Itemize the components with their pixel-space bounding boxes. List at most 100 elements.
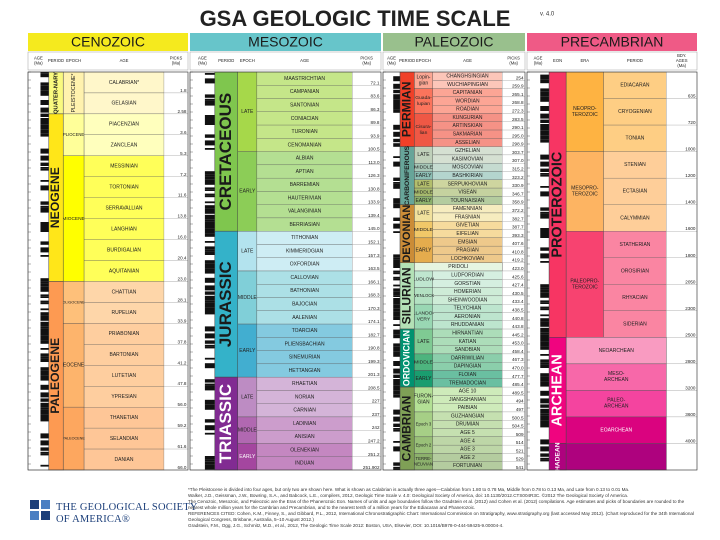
polarity-band (40, 85, 49, 91)
column-header: AGE (463, 58, 472, 63)
polarity-band (204, 221, 215, 225)
column-header-band (189, 51, 382, 71)
period-name: SILURIAN (399, 267, 413, 324)
age-pick: 509 (516, 432, 524, 437)
period-name: JURASSIC (216, 261, 235, 347)
polarity-band (393, 217, 401, 221)
polarity-band (40, 167, 49, 169)
age-name: SAKMARIAN (453, 132, 483, 138)
footnote: *The Pleistocene is divided into four ag… (188, 487, 630, 492)
age-pick: 393.3 (512, 233, 524, 238)
period-name: HADEAN (554, 442, 561, 471)
polarity-band (540, 129, 550, 131)
epoch-name: EARLY (239, 189, 256, 195)
age-pick: 433.4 (512, 299, 524, 304)
age-cell (603, 124, 667, 152)
age-name: OXFORDIAN (290, 262, 320, 268)
polarity-band (393, 291, 401, 296)
age-pick: 16.0 (178, 235, 187, 240)
age-cell (603, 98, 667, 126)
panel: PALEOZOIC AGE (Ma) PERIOD EPOCH AGE PICKS (Ma) C… (382, 33, 526, 471)
polarity-band (393, 124, 401, 130)
age-pick: 1400 (685, 200, 696, 205)
polarity-band (40, 155, 49, 161)
polarity-band (204, 285, 215, 291)
panel-header (190, 33, 381, 51)
polarity-band (540, 91, 550, 97)
column-header: EPOCH (240, 58, 255, 63)
footnote: Gradstein, F.M., Ogg, J.G., Schmitz, M.D… (188, 522, 504, 528)
polarity-band (204, 174, 215, 177)
age-pick: 166.1 (368, 279, 380, 284)
age-name: DRUMIAN (456, 422, 480, 428)
age-pick: 635 (688, 94, 696, 99)
column-header: AGE (Ma) (198, 56, 207, 66)
period-name: TRIASSIC (216, 384, 235, 463)
polarity-band (40, 319, 49, 321)
polarity-band (204, 73, 215, 75)
age-pick: 521 (516, 448, 524, 453)
age-name: THANETIAN (110, 415, 139, 421)
polarity-band (40, 201, 49, 205)
age-name: ARTINSKIAN (453, 123, 483, 129)
age-pick: 268.8 (512, 100, 524, 105)
polarity-band (540, 247, 550, 251)
epoch-name: Lopin-gian (417, 75, 431, 87)
age-name: TOARCIAN (292, 328, 318, 334)
polarity-band (40, 302, 49, 305)
age-name: HAUTERIVIAN (288, 195, 322, 201)
age-pick: 346.7 (512, 191, 524, 196)
epoch-name: MIDDLE (414, 190, 433, 196)
age-name: SERPUKHOVIAN (448, 181, 488, 187)
polarity-band (540, 459, 550, 462)
polarity-band (204, 208, 215, 212)
epoch-name: TERRE-NEUVIAN (414, 456, 433, 466)
polarity-band (204, 249, 215, 252)
column-header: PERIOD (48, 58, 64, 63)
age-name: APTIAN (296, 169, 314, 175)
polarity-band (204, 171, 215, 175)
polarity-band (540, 78, 550, 80)
age-name: RUPELIAN (111, 310, 136, 316)
polarity-band (204, 179, 215, 185)
polarity-band (204, 193, 215, 196)
age-name: VALANGINIAN (288, 209, 322, 215)
polarity-band (540, 408, 550, 414)
polarity-band (540, 88, 550, 92)
age-pick: 430.5 (512, 291, 524, 296)
polarity-band (393, 333, 401, 335)
polarity-band (540, 398, 550, 404)
polarity-band (40, 227, 49, 232)
age-pick: 2500 (685, 332, 696, 337)
polarity-band (393, 94, 401, 100)
epoch-name: MIOCENE (62, 216, 84, 222)
epoch-name: LATE (417, 181, 430, 187)
polarity-band (393, 183, 401, 189)
age-pick: 489.5 (512, 390, 524, 395)
epoch-cell (565, 416, 667, 444)
age-name: AGE 5 (460, 430, 475, 436)
polarity-band (393, 270, 401, 273)
age-name: TURONIAN (292, 129, 319, 135)
polarity-band (204, 78, 215, 84)
age-pick: 47.8 (178, 381, 187, 386)
epoch-name: MIDDLE (414, 360, 433, 366)
age-pick: 157.3 (368, 253, 380, 258)
epoch-name: PALEOPRO-TEROZOIC (570, 279, 599, 291)
polarity-band (40, 453, 49, 456)
age-cell (603, 231, 667, 258)
age-pick: 303.7 (512, 150, 524, 155)
polarity-band (204, 333, 215, 339)
logo-icon (30, 500, 50, 520)
polarity-band (540, 113, 550, 119)
age-name: STATHERIAN (619, 242, 650, 248)
panel-title: PALEOZOIC (414, 34, 493, 50)
age-pick: 89.8 (371, 120, 380, 125)
polarity-band (204, 311, 215, 315)
age-name: GZHELIAN (455, 148, 480, 154)
polarity-band (540, 321, 550, 325)
polarity-band (540, 74, 550, 78)
polarity-band (540, 130, 550, 136)
polarity-band (540, 381, 550, 387)
polarity-band (40, 328, 49, 332)
